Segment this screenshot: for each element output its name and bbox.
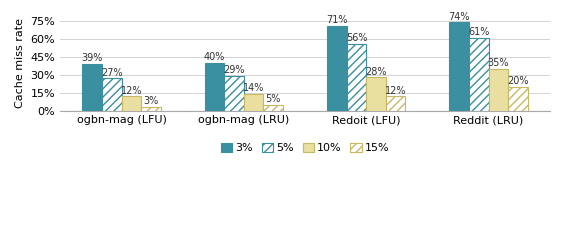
Bar [386, 96, 406, 111]
Bar [141, 107, 160, 111]
Bar [82, 64, 102, 111]
Text: 5%: 5% [266, 94, 281, 104]
Bar [102, 78, 121, 111]
Text: 28%: 28% [366, 67, 387, 77]
Bar [205, 63, 224, 111]
Text: 27%: 27% [101, 68, 123, 78]
Text: 61%: 61% [468, 27, 489, 37]
Bar [263, 105, 283, 111]
Text: 39%: 39% [81, 53, 103, 64]
Bar [347, 44, 366, 111]
Bar [469, 38, 489, 111]
Bar [489, 69, 508, 111]
Text: 3%: 3% [144, 97, 159, 106]
Text: 14%: 14% [243, 83, 264, 93]
Text: 12%: 12% [120, 86, 142, 96]
Legend: 3%, 5%, 10%, 15%: 3%, 5%, 10%, 15% [216, 138, 394, 158]
Bar [508, 87, 528, 111]
Bar [449, 22, 469, 111]
Bar [244, 94, 263, 111]
Y-axis label: Cache miss rate: Cache miss rate [15, 18, 25, 108]
Text: 74%: 74% [449, 12, 470, 22]
Text: 40%: 40% [204, 52, 225, 62]
Text: 20%: 20% [507, 76, 529, 86]
Bar [366, 77, 386, 111]
Text: 56%: 56% [346, 33, 367, 43]
Bar [327, 26, 347, 111]
Text: 35%: 35% [488, 58, 509, 68]
Text: 71%: 71% [326, 15, 347, 25]
Bar [121, 96, 141, 111]
Text: 29%: 29% [223, 65, 245, 75]
Text: 12%: 12% [385, 86, 406, 96]
Bar [224, 76, 244, 111]
